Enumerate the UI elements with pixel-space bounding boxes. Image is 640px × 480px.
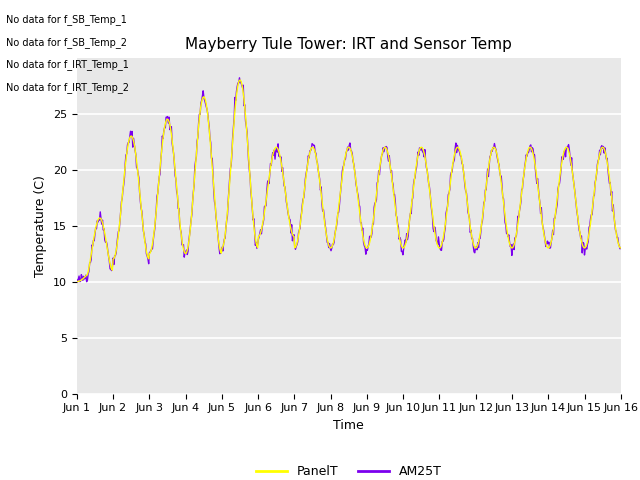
X-axis label: Time: Time [333, 419, 364, 432]
Y-axis label: Temperature (C): Temperature (C) [35, 175, 47, 276]
Title: Mayberry Tule Tower: IRT and Sensor Temp: Mayberry Tule Tower: IRT and Sensor Temp [186, 37, 512, 52]
Text: No data for f_SB_Temp_1: No data for f_SB_Temp_1 [6, 14, 127, 25]
Text: No data for f_IRT_Temp_1: No data for f_IRT_Temp_1 [6, 60, 129, 71]
Text: No data for f_IRT_Temp_2: No data for f_IRT_Temp_2 [6, 82, 129, 93]
Text: No data for f_SB_Temp_2: No data for f_SB_Temp_2 [6, 37, 127, 48]
Legend: PanelT, AM25T: PanelT, AM25T [251, 460, 447, 480]
